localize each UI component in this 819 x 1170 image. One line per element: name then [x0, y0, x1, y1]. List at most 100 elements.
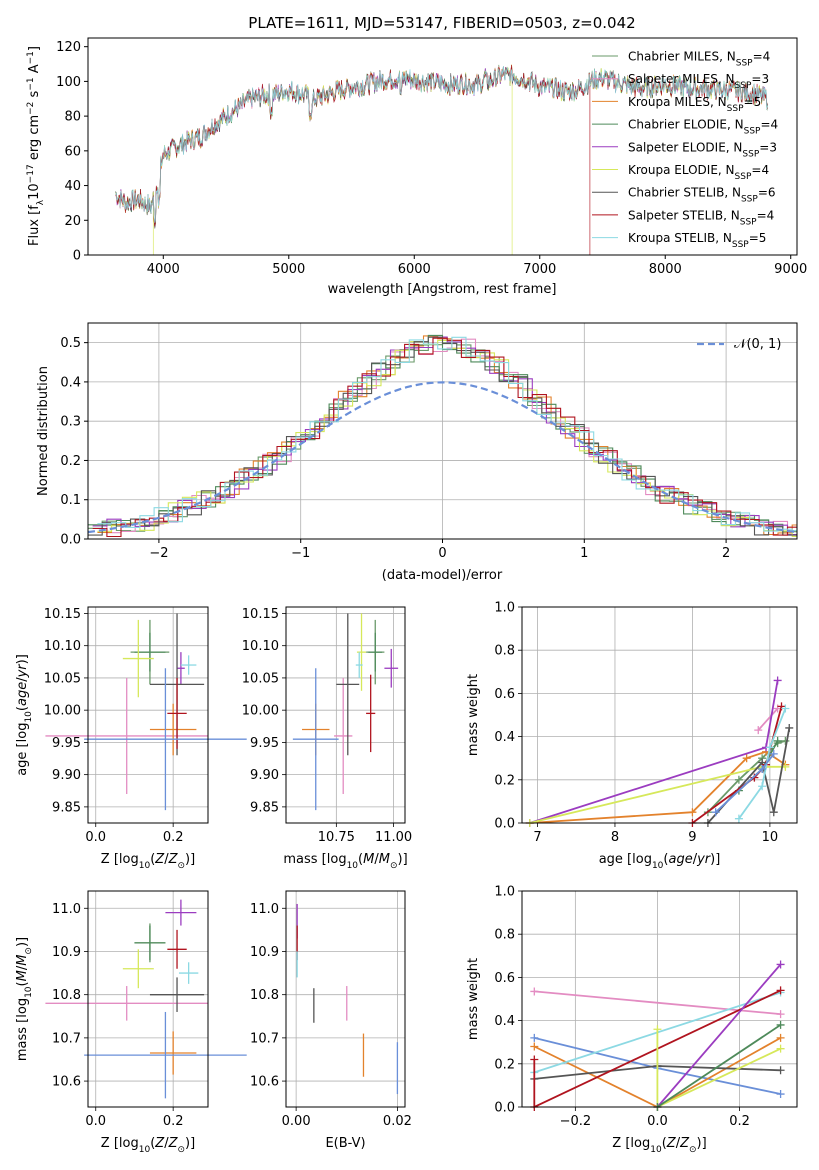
x-tick-label: 0.00: [282, 1114, 311, 1129]
marker-chabrier-miles: [781, 736, 790, 745]
x-tick-label: 0.0: [647, 1114, 668, 1129]
x-tick-label: 0.2: [729, 1114, 750, 1129]
x-tick-label: 6000: [398, 262, 431, 277]
spectrum-title: PLATE=1611, MJD=53147, FIBERID=0503, z=0…: [248, 14, 635, 32]
y-tick-label: 0.0: [494, 817, 515, 832]
marker-chabrier-elodie: [773, 736, 782, 745]
x-tick-label: −1: [291, 546, 310, 561]
ticks: −0.2 0.0 0.2 0.0 0.2 0.4 0.6 0.8 1.0: [494, 885, 750, 1130]
marker-salpeter-miles: [754, 726, 763, 735]
x-axis-label: Z [log10(Z/Z⊙)]: [612, 1136, 706, 1155]
y-tick-label: 0.8: [494, 644, 515, 659]
ticks: 0.00 0.02 10.6 10.7 10.8 10.9 11.0: [250, 902, 412, 1129]
x-tick-label: 8: [611, 830, 619, 845]
massweight-vs-age-panel: 7 8 9 10 0.0 0.2 0.4 0.6 0.8 1.0 age [log10(age/yr…: [466, 601, 798, 871]
y-tick-label: 10.10: [44, 639, 81, 654]
x-tick-label: 11.00: [375, 830, 412, 845]
points: [296, 903, 399, 1095]
x-axis-label: E(B-V): [325, 1136, 365, 1151]
y-tick-label: 0.2: [494, 1057, 515, 1072]
marker-salpeter-elodie: [776, 960, 785, 969]
legend-label-salpeter-stelib: Salpeter STELIB, NSSP=4: [628, 208, 774, 227]
axes-frame: [87, 606, 209, 824]
histogram-legend: 𝒩(0, 1): [697, 337, 781, 352]
marker-salpeter-stelib: [776, 986, 785, 995]
y-tick-label: 11.0: [52, 902, 81, 917]
y-tick-label: 9.90: [52, 768, 81, 783]
y-tick-label: 10.7: [250, 1031, 279, 1046]
y-tick-label: 10.9: [52, 945, 81, 960]
ticks: 10.75 11.00 9.85 9.90 9.95 10.00 10.05 10.10 10.…: [242, 607, 412, 845]
spectrum-ylabel: Flux [fλ10−17 erg cm−2 s−1 A−1]: [26, 46, 46, 246]
y-tick-label: 1.0: [494, 885, 515, 900]
y-tick-label: 0.6: [494, 971, 515, 986]
points: [292, 613, 399, 811]
legend-label-chabrier-miles: Chabrier MILES, NSSP=4: [628, 50, 770, 69]
spectrum-kroupa-stelib: [115, 66, 768, 223]
y-tick-label: 9.85: [250, 800, 279, 815]
marker-kroupa-miles: [742, 754, 751, 763]
spectrum-panel: PLATE=1611, MJD=53147, FIBERID=0503, z=0…: [26, 14, 807, 297]
y-tick-label: 10.05: [242, 671, 279, 686]
points: [45, 899, 247, 1099]
x-tick-label: 9: [688, 830, 696, 845]
marker-chabrier-stelib: [785, 723, 794, 732]
y-tick-label: 11.0: [250, 902, 279, 917]
marker-chabrier-stelib: [776, 1066, 785, 1075]
ticks: 0.0 0.2 10.6 10.7 10.8 10.9 11.0: [52, 902, 183, 1129]
y-tick-label: 0.4: [60, 375, 81, 390]
histogram-xlabel: (data-model)/error: [382, 568, 503, 583]
legend-label-chabrier-stelib: Chabrier STELIB, NSSP=6: [628, 186, 776, 205]
y-tick-label: 120: [56, 40, 81, 55]
gaussian-curve: [87, 381, 798, 534]
marker-blue: [769, 749, 778, 758]
x-tick-label: 9000: [774, 262, 807, 277]
legend-label-kroupa-stelib: Kroupa STELIB, NSSP=5: [628, 231, 766, 250]
y-tick-label: 9.95: [52, 736, 81, 751]
y-tick-label: 80: [64, 110, 81, 125]
legend-label-salpeter-miles: Salpeter MILES, NSSP=3: [628, 72, 769, 91]
line-salpeter-miles: [757, 707, 779, 731]
x-tick-label: 1: [580, 546, 588, 561]
y-tick-label: 9.95: [250, 736, 279, 751]
ticks: 0.0 0.2 9.85 9.90 9.95 10.00 10.05 10.10 10.15: [44, 607, 184, 845]
y-tick-label: 20: [64, 214, 81, 229]
y-tick-label: 10.6: [250, 1075, 279, 1090]
age-vs-mass-panel: 10.75 11.00 9.85 9.90 9.95 10.00 10.05 10.10 10.…: [242, 606, 412, 871]
mass-vs-extinction-panel: 0.00 0.02 10.6 10.7 10.8 10.9 11.0 E(B-V): [250, 890, 412, 1151]
y-tick-label: 10.10: [242, 639, 279, 654]
axes-frame: [285, 606, 406, 824]
y-tick-label: 10.15: [242, 607, 279, 622]
x-tick-label: 2: [722, 546, 730, 561]
x-axis-label: Z [log10(Z/Z⊙)]: [101, 852, 195, 871]
points: [45, 613, 247, 811]
x-tick-label: 0: [438, 546, 446, 561]
y-tick-label: 10.8: [52, 988, 81, 1003]
line-salpeter-elodie: [656, 963, 782, 1108]
x-axis-label: age [log10(age/yr)]: [599, 852, 721, 871]
x-tick-label: 0.2: [163, 830, 184, 845]
y-tick-label: 60: [64, 144, 81, 159]
x-tick-label: 7: [533, 830, 541, 845]
axes-frame: [521, 606, 798, 824]
marker-kroupa-stelib: [765, 743, 774, 752]
y-tick-label: 1.0: [494, 601, 515, 616]
y-tick-label: 10.8: [250, 988, 279, 1003]
y-tick-label: 10.7: [52, 1031, 81, 1046]
marker-kroupa-elodie: [653, 1025, 662, 1034]
legend-label-salpeter-elodie: Salpeter ELODIE, NSSP=3: [628, 140, 777, 159]
line-chabrier-elodie: [656, 1024, 782, 1108]
gauss-legend-label: 𝒩(0, 1): [734, 337, 781, 352]
y-axis-label: mass weight: [466, 674, 481, 756]
grid: [286, 607, 405, 823]
marker-blue: [758, 765, 767, 773]
y-tick-label: 0.8: [494, 928, 515, 943]
histogram-ylabel: Normed distribution: [36, 366, 51, 496]
marker-chabrier-stelib: [769, 808, 778, 817]
y-tick-label: 10.9: [250, 945, 279, 960]
marker-chabrier-miles: [734, 775, 743, 784]
spectrum-xlabel: wavelength [Angstrom, rest frame]: [328, 282, 557, 297]
marker-kroupa-stelib: [758, 782, 767, 791]
spectrum-axes-frame: [87, 37, 798, 256]
x-tick-label: 5000: [272, 262, 305, 277]
